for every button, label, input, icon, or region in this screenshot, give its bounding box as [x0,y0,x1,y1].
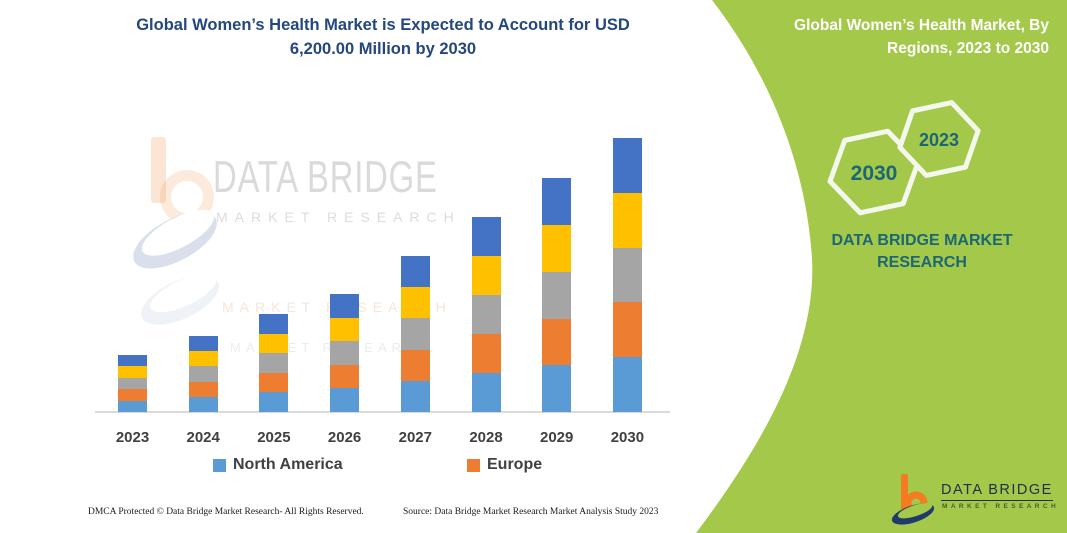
bar-segment-2027-0 [400,380,430,412]
stacked-bar-2029 [542,178,572,412]
bar-segment-2025-0 [259,392,289,412]
legend-item-north-america: North America [213,456,343,474]
bar-segment-2026-2 [330,341,360,365]
logo-wordmark: DATA BRIDGE [941,482,1053,501]
x-axis-label-2025: 2025 [257,429,291,446]
legend-label-europe: Europe [487,456,543,473]
bar-segment-2023-3 [118,366,147,378]
bar-segment-2023-4 [118,355,147,367]
bar-segment-2023-2 [118,377,147,390]
hexagon-2030: 2030 [827,128,921,216]
x-axis-label-2029: 2029 [540,429,574,446]
chart-title-line1: Global Women’s Health Market is Expected… [136,16,630,34]
bar-segment-2028-3 [471,256,501,296]
bar-segment-2024-0 [188,396,218,412]
x-axis-label-2023: 2023 [115,429,150,446]
bar-segment-2028-2 [471,295,501,335]
bar-segment-2024-1 [188,381,218,397]
legend-label-north-america: North America [233,456,343,473]
bar-segment-2029-1 [542,318,572,366]
hexagon-year-2030: 2030 [851,162,898,185]
legend-swatch-north-america [213,458,226,472]
footer-dmca-text: DMCA Protected © Data Bridge Market Rese… [88,507,364,517]
x-axis-baseline [95,411,670,413]
chart-title-line2: 6,200.00 Million by 2030 [289,39,477,58]
bar-segment-2025-4 [259,314,289,334]
stacked-bar-2027 [400,256,430,412]
bar-segment-2030-3 [612,192,642,248]
stacked-bar-2026 [330,294,360,412]
bar-segment-2029-4 [542,178,572,225]
bar-segment-2024-3 [188,351,218,367]
side-panel-heading: Global Women’s Health Market, By Regions… [794,17,1049,58]
hexagon-year-2023: 2023 [919,130,959,150]
x-axis-label-2028: 2028 [469,429,503,446]
x-axis-label-2030: 2030 [610,429,645,446]
chart-title: Global Women’s Health Market is Expected… [85,14,681,62]
bar-segment-2024-4 [188,336,218,352]
stacked-bar-2030 [612,138,642,412]
bar-segment-2030-1 [612,302,642,358]
bar-segment-2026-4 [330,294,360,318]
bar-segment-2027-3 [400,287,430,319]
legend-item-europe: Europe [467,456,542,474]
bar-segment-2030-0 [612,357,642,412]
stacked-bar-2023 [118,355,147,412]
stacked-bar-2024 [188,336,218,412]
bar-segment-2026-0 [330,388,360,412]
logo-b-icon [891,474,935,525]
bar-segment-2024-2 [188,366,218,382]
bar-segment-2023-1 [118,389,147,401]
hexagon-2023: 2023 [897,100,981,178]
x-axis-label-2026: 2026 [327,429,362,446]
x-axis-label-2027: 2027 [398,429,432,446]
bar-segment-2029-0 [542,365,572,412]
bar-segment-2030-2 [612,247,642,303]
bar-segment-2029-2 [542,271,572,319]
bar-segment-2028-4 [471,217,501,257]
bar-segment-2027-4 [400,256,430,288]
bar-segment-2025-1 [259,372,289,393]
bar-segment-2025-3 [259,333,289,354]
legend-swatch-europe [467,458,480,472]
stacked-bar-2025 [259,314,289,412]
bar-segment-2025-2 [259,353,289,373]
bar-segment-2026-1 [330,364,360,389]
bar-segment-2027-1 [400,349,430,381]
bar-segment-2030-4 [612,138,642,193]
bar-segment-2027-2 [400,318,430,350]
bar-segment-2029-3 [542,225,572,272]
footer-source-text: Source: Data Bridge Market Research Mark… [403,507,659,517]
bar-segment-2026-3 [330,317,360,342]
x-axis-label-2024: 2024 [186,429,220,446]
bar-segment-2023-0 [118,400,147,412]
brand-text: DATA BRIDGE MARKET RESEARCH [831,232,1013,272]
stacked-bar-2028 [471,217,501,412]
bar-segment-2028-1 [471,334,501,374]
bar-segment-2028-0 [471,373,501,412]
logo-subtext: MARKET RESEARCH [942,503,1060,510]
